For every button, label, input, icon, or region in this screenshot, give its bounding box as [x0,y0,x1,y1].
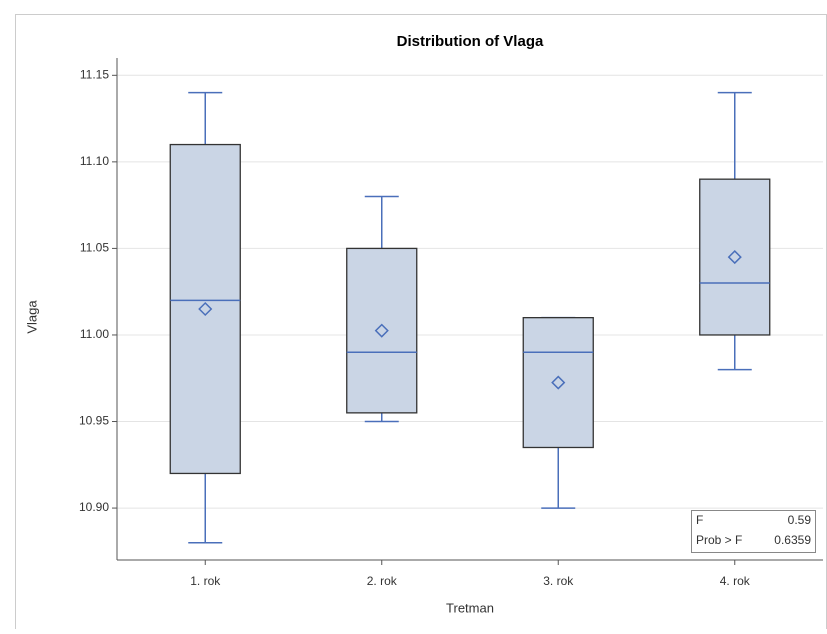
inset-label: Prob > F [696,533,742,547]
inset-value: 0.6359 [774,533,811,547]
chart-title: Distribution of Vlaga [397,33,544,50]
inset-box [691,510,816,553]
mean-marker [727,250,742,265]
y-tick-label: 11.05 [80,241,109,255]
x-tick-label: 4. rok [720,574,751,588]
x-tick-label: 2. rok [367,574,398,588]
y-tick-label: 11.00 [80,327,109,341]
x-tick-label: 3. rok [543,574,574,588]
box [346,247,418,414]
y-tick-label: 11.10 [80,154,109,168]
x-axis-label: Tretman [446,600,494,615]
box [522,317,594,449]
x-tick-label: 1. rok [190,574,221,588]
box [699,178,771,336]
mean-marker [374,323,389,338]
box [169,143,241,475]
y-tick-label: 10.90 [79,500,109,514]
y-axis-label: Vlaga [24,300,39,334]
y-tick-label: 11.15 [80,67,109,81]
mean-marker [198,301,213,317]
y-tick-label: 10.95 [79,414,109,428]
inset-label: F [696,513,703,527]
mean-marker [551,375,566,390]
inset-value: 0.59 [788,513,812,527]
